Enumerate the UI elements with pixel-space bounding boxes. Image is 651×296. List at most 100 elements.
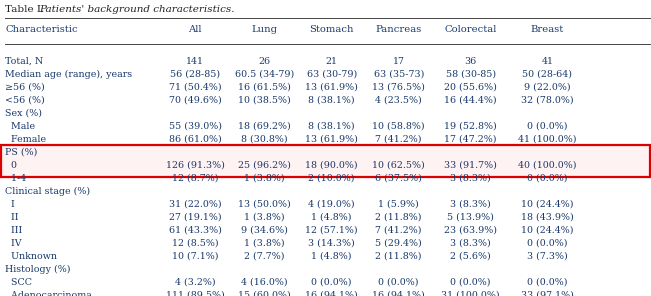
Text: 10 (38.5%): 10 (38.5%) <box>238 96 291 105</box>
Text: 8 (30.8%): 8 (30.8%) <box>242 135 288 144</box>
Text: 25 (96.2%): 25 (96.2%) <box>238 161 291 170</box>
Text: III: III <box>5 226 22 235</box>
Text: Pancreas: Pancreas <box>376 25 422 35</box>
Text: Patients' background characteristics.: Patients' background characteristics. <box>39 5 234 14</box>
Text: Clinical stage (%): Clinical stage (%) <box>5 187 90 196</box>
Text: 13 (50.0%): 13 (50.0%) <box>238 200 291 209</box>
Text: 41: 41 <box>542 57 553 66</box>
Text: 33 (91.7%): 33 (91.7%) <box>444 161 497 170</box>
Text: 1 (5.9%): 1 (5.9%) <box>378 200 419 209</box>
Text: 55 (39.0%): 55 (39.0%) <box>169 122 222 131</box>
Text: 10 (24.4%): 10 (24.4%) <box>521 226 574 235</box>
Text: 12 (8.7%): 12 (8.7%) <box>172 174 219 183</box>
Text: 21: 21 <box>326 57 338 66</box>
Text: 17 (47.2%): 17 (47.2%) <box>445 135 497 144</box>
Text: 2 (11.8%): 2 (11.8%) <box>376 213 422 222</box>
Text: 18 (43.9%): 18 (43.9%) <box>521 213 574 222</box>
Text: Table I.: Table I. <box>5 5 48 14</box>
Text: 16 (61.5%): 16 (61.5%) <box>238 83 291 92</box>
Text: 18 (90.0%): 18 (90.0%) <box>305 161 358 170</box>
Text: 141: 141 <box>186 57 204 66</box>
Text: 86 (61.0%): 86 (61.0%) <box>169 135 222 144</box>
Text: 41 (100.0%): 41 (100.0%) <box>518 135 577 144</box>
Text: 0 (0.0%): 0 (0.0%) <box>527 239 568 248</box>
Text: 5 (13.9%): 5 (13.9%) <box>447 213 494 222</box>
Text: 36: 36 <box>465 57 477 66</box>
Text: 2 (10.0%): 2 (10.0%) <box>309 174 355 183</box>
Text: 10 (24.4%): 10 (24.4%) <box>521 200 574 209</box>
Text: 13 (61.9%): 13 (61.9%) <box>305 135 358 144</box>
Text: Sex (%): Sex (%) <box>5 109 42 118</box>
Text: 1-4: 1-4 <box>5 174 27 183</box>
Text: 10 (62.5%): 10 (62.5%) <box>372 161 425 170</box>
Text: 9 (34.6%): 9 (34.6%) <box>241 226 288 235</box>
Text: 56 (28-85): 56 (28-85) <box>171 70 220 79</box>
Text: 60.5 (34-79): 60.5 (34-79) <box>235 70 294 79</box>
Text: 33 (97.1%): 33 (97.1%) <box>521 291 574 296</box>
Text: 1 (3.8%): 1 (3.8%) <box>244 239 285 248</box>
Text: Histology (%): Histology (%) <box>5 265 71 274</box>
Text: Female: Female <box>5 135 46 144</box>
Text: PS (%): PS (%) <box>5 148 38 157</box>
Text: 16 (94.1%): 16 (94.1%) <box>305 291 358 296</box>
Text: 0 (0.0%): 0 (0.0%) <box>378 278 419 287</box>
Text: 3 (8.3%): 3 (8.3%) <box>450 174 491 183</box>
Text: 6 (37.5%): 6 (37.5%) <box>375 174 422 183</box>
Text: 19 (52.8%): 19 (52.8%) <box>444 122 497 131</box>
Text: 40 (100.0%): 40 (100.0%) <box>518 161 577 170</box>
Text: 70 (49.6%): 70 (49.6%) <box>169 96 222 105</box>
Text: 126 (91.3%): 126 (91.3%) <box>166 161 225 170</box>
Text: Colorectal: Colorectal <box>445 25 497 35</box>
Text: 5 (29.4%): 5 (29.4%) <box>376 239 422 248</box>
Text: I: I <box>5 200 15 209</box>
Text: 0 (0.0%): 0 (0.0%) <box>527 278 568 287</box>
Text: 1 (4.8%): 1 (4.8%) <box>311 252 352 261</box>
Text: Male: Male <box>5 122 35 131</box>
Text: 4 (23.5%): 4 (23.5%) <box>376 96 422 105</box>
Text: 1 (3.8%): 1 (3.8%) <box>244 213 285 222</box>
Text: 3 (7.3%): 3 (7.3%) <box>527 252 568 261</box>
Text: ≥56 (%): ≥56 (%) <box>5 83 45 92</box>
Text: 18 (69.2%): 18 (69.2%) <box>238 122 291 131</box>
Text: 1 (3.8%): 1 (3.8%) <box>244 174 285 183</box>
Text: 8 (38.1%): 8 (38.1%) <box>309 122 355 131</box>
Text: Breast: Breast <box>531 25 564 35</box>
Text: 2 (7.7%): 2 (7.7%) <box>244 252 285 261</box>
Text: 7 (41.2%): 7 (41.2%) <box>376 226 422 235</box>
Text: 13 (76.5%): 13 (76.5%) <box>372 83 425 92</box>
Text: 31 (100.0%): 31 (100.0%) <box>441 291 500 296</box>
Text: II: II <box>5 213 19 222</box>
Text: 12 (57.1%): 12 (57.1%) <box>305 226 358 235</box>
Text: 4 (3.2%): 4 (3.2%) <box>175 278 215 287</box>
Text: 0 (0.0%): 0 (0.0%) <box>527 174 568 183</box>
Text: 9 (22.0%): 9 (22.0%) <box>524 83 571 92</box>
Text: 10 (58.8%): 10 (58.8%) <box>372 122 425 131</box>
Text: Stomach: Stomach <box>309 25 354 35</box>
Text: 0 (0.0%): 0 (0.0%) <box>450 278 491 287</box>
Text: 12 (8.5%): 12 (8.5%) <box>172 239 219 248</box>
Text: All: All <box>189 25 202 35</box>
Text: Median age (range), years: Median age (range), years <box>5 70 132 79</box>
Text: 16 (94.1%): 16 (94.1%) <box>372 291 425 296</box>
Text: <56 (%): <56 (%) <box>5 96 45 105</box>
Text: 111 (89.5%): 111 (89.5%) <box>166 291 225 296</box>
Text: 1 (4.8%): 1 (4.8%) <box>311 213 352 222</box>
Text: 63 (35-73): 63 (35-73) <box>374 70 424 79</box>
Text: 13 (61.9%): 13 (61.9%) <box>305 83 358 92</box>
Text: 3 (8.3%): 3 (8.3%) <box>450 239 491 248</box>
Text: Characteristic: Characteristic <box>5 25 78 35</box>
Text: 15 (60.0%): 15 (60.0%) <box>238 291 291 296</box>
Text: 0: 0 <box>5 161 17 170</box>
Text: SCC: SCC <box>5 278 32 287</box>
Text: 32 (78.0%): 32 (78.0%) <box>521 96 574 105</box>
Text: 3 (8.3%): 3 (8.3%) <box>450 200 491 209</box>
FancyBboxPatch shape <box>1 145 650 177</box>
Text: 10 (7.1%): 10 (7.1%) <box>172 252 219 261</box>
Text: 4 (16.0%): 4 (16.0%) <box>242 278 288 287</box>
Text: 63 (30-79): 63 (30-79) <box>307 70 357 79</box>
Text: 2 (11.8%): 2 (11.8%) <box>376 252 422 261</box>
Text: 31 (22.0%): 31 (22.0%) <box>169 200 221 209</box>
Text: 61 (43.3%): 61 (43.3%) <box>169 226 222 235</box>
Text: 71 (50.4%): 71 (50.4%) <box>169 83 221 92</box>
Text: 27 (19.1%): 27 (19.1%) <box>169 213 221 222</box>
